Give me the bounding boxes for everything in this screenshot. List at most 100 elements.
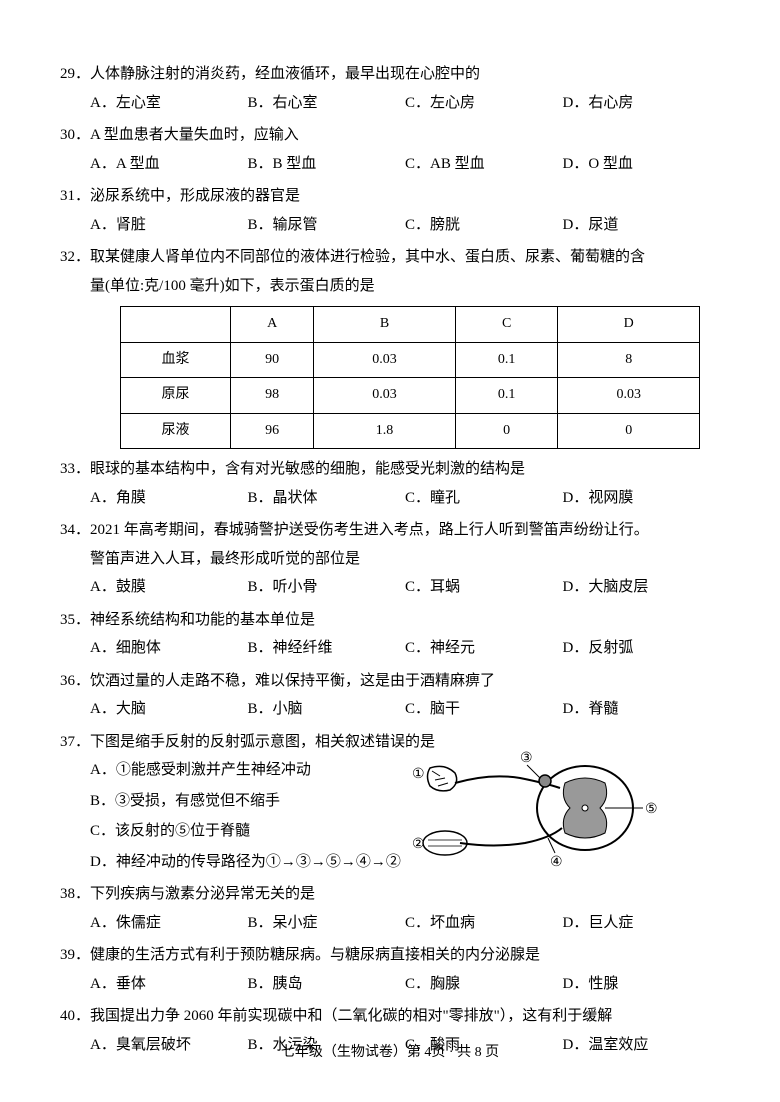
table-header: A [231, 307, 314, 343]
option-b[interactable]: B．听小骨 [248, 573, 406, 602]
option-c[interactable]: C．胸腺 [405, 970, 563, 999]
table-row: 尿液 96 1.8 0 0 [121, 413, 700, 449]
options-row: A．垂体 B．胰岛 C．胸腺 D．性腺 [60, 970, 720, 999]
option-a[interactable]: A．细胞体 [90, 634, 248, 663]
option-a[interactable]: A．大脑 [90, 695, 248, 724]
q-stem-line2: 警笛声进入人耳，最终形成听觉的部位是 [60, 545, 720, 574]
option-a[interactable]: A．侏儒症 [90, 909, 248, 938]
options-row: A．左心室 B．右心室 C．左心房 D．右心房 [60, 89, 720, 118]
option-b[interactable]: B．神经纤维 [248, 634, 406, 663]
q-stem: 下列疾病与激素分泌异常无关的是 [90, 880, 720, 909]
question-29: 29．人体静脉注射的消炎药，经血液循环，最早出现在心腔中的 A．左心室 B．右心… [60, 60, 720, 117]
q-stem: A 型血患者大量失血时，应输入 [90, 121, 720, 150]
q-stem: 健康的生活方式有利于预防糖尿病。与糖尿病直接相关的内分泌腺是 [90, 941, 720, 970]
q-num: 36． [60, 667, 90, 696]
option-d[interactable]: D．脊髓 [563, 695, 721, 724]
table-cell: 0.03 [558, 378, 700, 414]
q-stem-line2: 量(单位:克/100 毫升)如下，表示蛋白质的是 [60, 272, 720, 301]
option-d[interactable]: D．O 型血 [563, 150, 721, 179]
option-c[interactable]: C．膀胱 [405, 211, 563, 240]
option-c[interactable]: C．左心房 [405, 89, 563, 118]
table-cell: 尿液 [121, 413, 231, 449]
table-header: D [558, 307, 700, 343]
option-b[interactable]: B．胰岛 [248, 970, 406, 999]
question-33: 33．眼球的基本结构中，含有对光敏感的细胞，能感受光刺激的结构是 A．角膜 B．… [60, 455, 720, 512]
option-c[interactable]: C．瞳孔 [405, 484, 563, 513]
option-c[interactable]: C．脑干 [405, 695, 563, 724]
option-c[interactable]: C．神经元 [405, 634, 563, 663]
table-cell: 8 [558, 342, 700, 378]
q-num: 34． [60, 516, 90, 545]
option-d[interactable]: D．视网膜 [563, 484, 721, 513]
option-a[interactable]: A．左心室 [90, 89, 248, 118]
option-a[interactable]: A．肾脏 [90, 211, 248, 240]
q-stem: 饮酒过量的人走路不稳，难以保持平衡，这是由于酒精麻痹了 [90, 667, 720, 696]
options-row: A．侏儒症 B．呆小症 C．坏血病 D．巨人症 [60, 909, 720, 938]
option-d[interactable]: D．反射弧 [563, 634, 721, 663]
option-a[interactable]: A．鼓膜 [90, 573, 248, 602]
question-30: 30．A 型血患者大量失血时，应输入 A．A 型血 B．B 型血 C．AB 型血… [60, 121, 720, 178]
data-table: A B C D 血浆 90 0.03 0.1 8 原尿 98 0.03 0.1 … [120, 306, 700, 449]
table-row: 血浆 90 0.03 0.1 8 [121, 342, 700, 378]
table-header-row: A B C D [121, 307, 700, 343]
option-a[interactable]: A．垂体 [90, 970, 248, 999]
q-num: 37． [60, 728, 90, 757]
table-header: B [314, 307, 456, 343]
option-d[interactable]: D．性腺 [563, 970, 721, 999]
option-c[interactable]: C．AB 型血 [405, 150, 563, 179]
q-stem: 取某健康人肾单位内不同部位的液体进行检验，其中水、蛋白质、尿素、葡萄糖的含 [90, 243, 720, 272]
option-a[interactable]: A．A 型血 [90, 150, 248, 179]
label-1: ① [412, 767, 425, 782]
option-b[interactable]: B．输尿管 [248, 211, 406, 240]
question-36: 36．饮酒过量的人走路不稳，难以保持平衡，这是由于酒精麻痹了 A．大脑 B．小脑… [60, 667, 720, 724]
table-cell: 0.03 [314, 342, 456, 378]
page-footer: 七年级（生物试卷）第 4页 · 共 8 页 [0, 1040, 780, 1067]
label-5: ⑤ [645, 802, 658, 817]
q-num: 33． [60, 455, 90, 484]
label-4: ④ [550, 855, 563, 870]
option-d[interactable]: D．巨人症 [563, 909, 721, 938]
q-stem: 我国提出力争 2060 年前实现碳中和（二氧化碳的相对"零排放"），这有利于缓解 [90, 1002, 720, 1031]
option-d[interactable]: D．尿道 [563, 211, 721, 240]
option-b[interactable]: B．晶状体 [248, 484, 406, 513]
question-31: 31．泌尿系统中，形成尿液的器官是 A．肾脏 B．输尿管 C．膀胱 D．尿道 [60, 182, 720, 239]
q-stem: 人体静脉注射的消炎药，经血液循环，最早出现在心腔中的 [90, 60, 720, 89]
option-c[interactable]: C．耳蜗 [405, 573, 563, 602]
options-row: A．大脑 B．小脑 C．脑干 D．脊髓 [60, 695, 720, 724]
q-num: 38． [60, 880, 90, 909]
table-cell: 0.03 [314, 378, 456, 414]
option-c[interactable]: C．坏血病 [405, 909, 563, 938]
option-b[interactable]: B．右心室 [248, 89, 406, 118]
option-a[interactable]: A．角膜 [90, 484, 248, 513]
option-d[interactable]: D．右心房 [563, 89, 721, 118]
q-num: 31． [60, 182, 90, 211]
options-row: A．细胞体 B．神经纤维 C．神经元 D．反射弧 [60, 634, 720, 663]
q-stem: 眼球的基本结构中，含有对光敏感的细胞，能感受光刺激的结构是 [90, 455, 720, 484]
q-stem: 泌尿系统中，形成尿液的器官是 [90, 182, 720, 211]
table-cell: 0.1 [455, 378, 558, 414]
options-row: A．角膜 B．晶状体 C．瞳孔 D．视网膜 [60, 484, 720, 513]
table-cell: 血浆 [121, 342, 231, 378]
option-b[interactable]: B．呆小症 [248, 909, 406, 938]
table-cell: 96 [231, 413, 314, 449]
options-row: A．A 型血 B．B 型血 C．AB 型血 D．O 型血 [60, 150, 720, 179]
question-35: 35．神经系统结构和功能的基本单位是 A．细胞体 B．神经纤维 C．神经元 D．… [60, 606, 720, 663]
table-cell: 98 [231, 378, 314, 414]
options-row: A．鼓膜 B．听小骨 C．耳蜗 D．大脑皮层 [60, 573, 720, 602]
option-b[interactable]: B．B 型血 [248, 150, 406, 179]
q-stem: 神经系统结构和功能的基本单位是 [90, 606, 720, 635]
table-cell: 0.1 [455, 342, 558, 378]
option-d[interactable]: D．大脑皮层 [563, 573, 721, 602]
table-header: C [455, 307, 558, 343]
table-row: 原尿 98 0.03 0.1 0.03 [121, 378, 700, 414]
reflex-arc-diagram: ① ② ③ ④ ⑤ [400, 748, 660, 873]
table-cell: 原尿 [121, 378, 231, 414]
q-num: 39． [60, 941, 90, 970]
table-cell: 90 [231, 342, 314, 378]
q-num: 29． [60, 60, 90, 89]
question-37: 37．下图是缩手反射的反射弧示意图，相关叙述错误的是 A．①能感受刺激并产生神经… [60, 728, 720, 877]
q-num: 30． [60, 121, 90, 150]
label-2: ② [412, 837, 425, 852]
option-b[interactable]: B．小脑 [248, 695, 406, 724]
question-38: 38．下列疾病与激素分泌异常无关的是 A．侏儒症 B．呆小症 C．坏血病 D．巨… [60, 880, 720, 937]
